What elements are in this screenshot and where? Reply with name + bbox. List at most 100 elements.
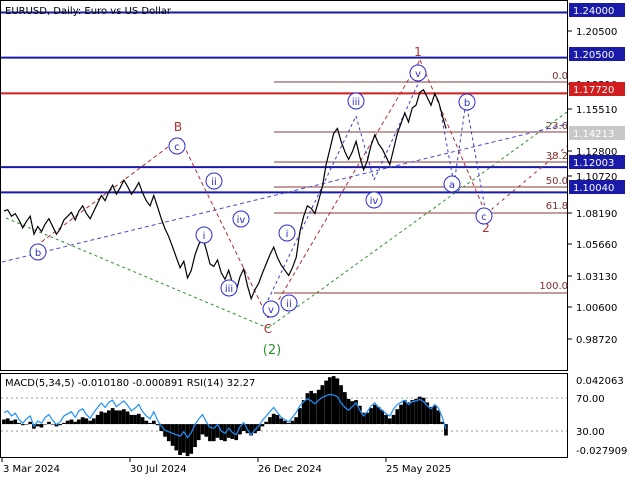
wave-label-B: B	[174, 120, 182, 134]
macd-bar	[211, 424, 216, 442]
macd-bar	[69, 419, 74, 425]
price-tick-7: 1.05660	[576, 240, 617, 251]
label-c-1: c	[174, 142, 180, 153]
indicator-header: MACD(5,34,5) -0.010180 -0.000891 RSI(14)…	[5, 378, 255, 389]
macd-bar	[425, 402, 430, 425]
macd-bar	[181, 424, 186, 453]
label-b-2: b	[464, 98, 470, 109]
macd-bar	[328, 377, 332, 425]
label-iv-1: iv	[237, 215, 246, 226]
macd-bar	[432, 405, 437, 425]
macd-bar	[2, 419, 6, 425]
macd-bar	[406, 402, 411, 425]
macd-bar	[369, 408, 373, 425]
macd-bar	[122, 409, 126, 425]
macd-bar	[268, 417, 272, 425]
fib-label-100: 100.0	[539, 281, 568, 292]
macd-bar	[410, 400, 415, 425]
time-axis: 3 Mar 2024 30 Jul 2024 26 Dec 2024 25 Ma…	[1, 458, 451, 475]
price-panel-frame	[0, 0, 568, 371]
macd-bar	[219, 424, 224, 441]
macd-bar	[39, 424, 44, 428]
wave-label-2: 2	[482, 221, 490, 235]
macd-bar	[174, 424, 179, 451]
chart-header: EURUSD, Daily: Euro vs US Dollar	[5, 6, 172, 17]
macd-bar	[200, 424, 205, 435]
label-i-1: i	[203, 231, 206, 242]
wave-label-major-2: (2)	[263, 343, 281, 358]
macd-bar	[9, 420, 14, 425]
macd-bar	[155, 424, 160, 426]
circled-wave-labels	[29, 64, 493, 318]
label-iv-2: iv	[370, 196, 379, 207]
macd-bar	[417, 396, 422, 425]
macd-bar	[35, 424, 40, 427]
price-tick-5: 1.10720	[576, 172, 617, 183]
macd-bar	[331, 376, 336, 425]
macd-bar	[50, 424, 55, 425]
macd-bar	[298, 408, 302, 425]
label-ii-2: ii	[286, 299, 292, 310]
macd-bar	[346, 398, 351, 425]
label-117720: 1.17720	[573, 85, 614, 96]
macd-bar	[286, 422, 291, 424]
macd-bar	[77, 419, 81, 425]
macd-bar	[305, 393, 310, 425]
label-110040: 1.10040	[573, 183, 614, 194]
indicator-axis: 0.042063 70.00 30.00 -0.027909	[576, 376, 627, 457]
highlighted-price-labels: 1.24000 1.20500 1.17720 1.14213 1.12003 …	[569, 3, 625, 194]
trend-lines	[1, 59, 568, 329]
time-tick-0: 3 Mar 2024	[3, 464, 60, 475]
macd-bar	[316, 389, 321, 425]
macd-bar	[58, 424, 62, 426]
macd-bar	[260, 424, 265, 427]
macd-bar	[152, 420, 156, 425]
ind-tick-0: 0.042063	[576, 376, 624, 387]
macd-bar	[373, 404, 377, 425]
label-i-2: i	[286, 229, 289, 240]
indicator-panel-frame	[0, 373, 568, 458]
macd-bar	[103, 412, 107, 425]
price-tick-10: 0.98720	[576, 335, 617, 346]
macd-bar	[354, 400, 358, 425]
macd-bar	[13, 419, 18, 425]
macd-bar	[62, 422, 66, 424]
macd-bar	[238, 424, 242, 435]
macd-bar	[380, 410, 385, 425]
fib-label-23-6: 23.6	[546, 121, 568, 132]
macd-bar	[118, 410, 122, 425]
macd-bar	[88, 420, 92, 425]
label-iii-2: iii	[352, 97, 360, 108]
macd-bar	[185, 424, 190, 457]
macd-bar	[241, 424, 246, 431]
macd-bar	[249, 424, 253, 436]
macd-bar	[189, 424, 194, 454]
label-114213: 1.14213	[573, 129, 614, 140]
macd-bar	[253, 424, 257, 434]
macd-bar	[99, 411, 104, 425]
time-tick-2: 26 Dec 2024	[258, 464, 322, 475]
macd-bar	[335, 378, 340, 425]
macd-bar	[107, 410, 111, 425]
macd-bar	[301, 400, 306, 425]
macd-bar	[28, 421, 32, 425]
fib-label-38-2: 38.2	[546, 151, 568, 162]
indicator-panel	[1, 376, 567, 457]
macd-bar	[365, 412, 370, 425]
macd-bar	[264, 421, 268, 425]
key-levels	[1, 11, 567, 194]
wave-label-C: C	[264, 322, 272, 336]
macd-bar	[65, 420, 70, 425]
macd-bar	[320, 385, 325, 425]
macd-bar	[166, 424, 171, 442]
macd-bar	[230, 424, 235, 439]
macd-bar	[5, 418, 10, 425]
macd-bar	[129, 414, 134, 424]
macd-bar	[196, 424, 201, 441]
price-tick-1: 1.20500	[576, 27, 617, 38]
macd-bar	[144, 420, 149, 425]
macd-bar	[358, 405, 362, 425]
macd-bar	[43, 424, 47, 425]
macd-bar	[294, 417, 298, 425]
macd-bar	[73, 421, 77, 425]
